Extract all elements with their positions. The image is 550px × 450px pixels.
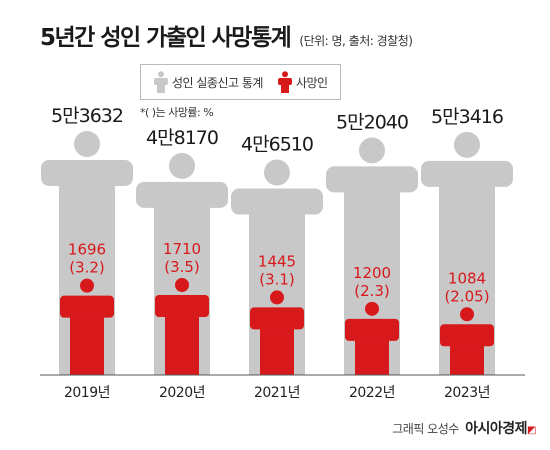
credit-text: 그래픽 오성수 [392, 422, 459, 436]
death-person-arms [60, 295, 114, 318]
death-person-head [270, 290, 284, 305]
death-person-head [460, 307, 474, 322]
death-person-head [80, 278, 94, 293]
chart-unit-note: (단위: 명, 출처: 경찰청) [299, 34, 413, 48]
death-person-head [365, 301, 379, 316]
death-person-arms [250, 307, 304, 330]
missing-person-head [74, 131, 100, 157]
title-block: 5년간 성인 가출인 사망통계 (단위: 명, 출처: 경찰청) [40, 18, 413, 52]
legend-label-missing: 성인 실종신고 통계 [172, 75, 263, 90]
missing-person-head [359, 137, 385, 164]
death-person-body [355, 339, 389, 375]
death-value-label: 1200 [353, 264, 391, 282]
x-tick-label: 2022년 [349, 385, 395, 401]
death-value-label: 1445 [258, 252, 296, 270]
death-rate-note: *( )는 사망률: % [140, 106, 214, 119]
missing-value-label: 4만6510 [241, 134, 313, 156]
gray-person-icon [154, 71, 168, 93]
credit-brand: 아시아경제 [465, 421, 528, 437]
missing-person-head [169, 152, 195, 179]
missing-person-head [264, 159, 290, 186]
death-rate-label: (2.05) [444, 287, 489, 305]
legend-item-missing: 성인 실종신고 통계 [153, 71, 263, 93]
missing-person-head [454, 131, 480, 158]
death-person-arms [345, 318, 399, 341]
missing-person-arms [421, 160, 513, 187]
missing-person-arms [136, 181, 228, 208]
death-person-body [70, 316, 104, 375]
death-person-arms [440, 324, 494, 347]
credit: 그래픽 오성수 아시아경제◩ [392, 418, 536, 438]
death-person-body [165, 316, 199, 375]
missing-value-label: 5만3416 [431, 106, 503, 128]
x-tick-label: 2019년 [64, 385, 110, 401]
x-tick-label: 2021년 [254, 385, 300, 401]
brand-mark-icon: ◩ [527, 425, 536, 436]
death-person-body [260, 328, 294, 375]
missing-person-arms [41, 160, 133, 186]
red-person-icon [277, 71, 292, 93]
missing-person-arms [231, 188, 323, 215]
x-tick-label: 2020년 [159, 385, 205, 401]
chart-title: 5년간 성인 가출인 사망통계 [40, 25, 292, 51]
missing-person-arms [326, 166, 418, 193]
death-value-label: 1084 [448, 269, 486, 287]
missing-value-label: 5만3632 [51, 105, 123, 127]
death-person-arms [155, 295, 209, 317]
death-person-body [450, 345, 484, 375]
death-rate-label: (3.5) [164, 258, 200, 276]
legend-item-death: 사망인 [277, 71, 328, 93]
death-value-label: 1696 [68, 241, 106, 259]
legend: 성인 실종신고 통계 사망인 [140, 64, 341, 100]
missing-value-label: 4만8170 [146, 127, 218, 149]
death-rate-label: (3.2) [69, 259, 105, 277]
death-person-head [175, 278, 189, 292]
death-rate-label: (2.3) [354, 282, 390, 300]
x-tick-label: 2023년 [444, 385, 490, 401]
missing-value-label: 5만2040 [336, 111, 408, 133]
death-value-label: 1710 [163, 240, 201, 258]
death-rate-label: (3.1) [259, 270, 295, 288]
legend-label-death: 사망인 [295, 75, 328, 90]
